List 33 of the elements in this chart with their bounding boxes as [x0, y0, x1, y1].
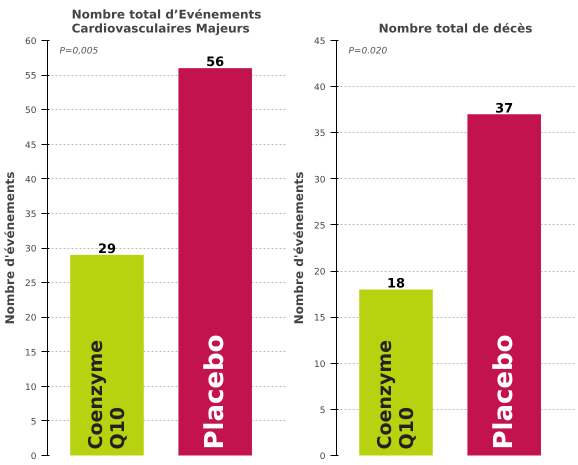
y-tick-label: 0	[30, 452, 37, 462]
y-tick-label: 60	[25, 37, 37, 47]
y-tick-label: 20	[25, 314, 37, 324]
y-tick-label: 30	[314, 175, 326, 186]
y-tick-label: 40	[314, 83, 326, 94]
y-axis-title: Nombre d'événements	[292, 172, 306, 324]
y-tick-label: 35	[25, 210, 36, 220]
data-label: 56	[206, 55, 224, 70]
y-tick-label: 30	[25, 244, 37, 254]
y-tick-label: 10	[314, 360, 326, 370]
y-tick-label: 45	[314, 37, 326, 47]
y-axis-title: Nombre d'événements	[3, 172, 18, 324]
y-tick-label: 50	[25, 106, 37, 116]
annotation: P=0,005	[60, 46, 99, 56]
data-label: 18	[386, 276, 406, 292]
y-tick-label: 15	[314, 314, 326, 324]
y-tick-label: 40	[25, 175, 37, 186]
y-tick-label: 20	[314, 268, 326, 278]
data-label: 37	[495, 101, 514, 116]
y-tick-label: 5	[30, 417, 37, 428]
y-tick-label: 35	[314, 129, 326, 140]
y-tick-label: 55	[25, 72, 36, 82]
chart-title: Nombre total de décès	[378, 22, 532, 36]
y-tick-label: 5	[320, 406, 326, 416]
y-tick-label: 0	[320, 452, 326, 462]
y-tick-label: 10	[25, 382, 37, 393]
chart-title: Nombre total d’Evénements Cardiovasculaires Majeurs	[72, 8, 262, 36]
y-tick-label: 25	[25, 279, 36, 290]
y-tick-label: 25	[314, 221, 326, 232]
y-tick-label: 15	[25, 348, 36, 358]
annotation: P=0.020	[348, 46, 388, 56]
y-tick-label: 45	[25, 140, 36, 151]
data-label: 29	[98, 242, 116, 257]
